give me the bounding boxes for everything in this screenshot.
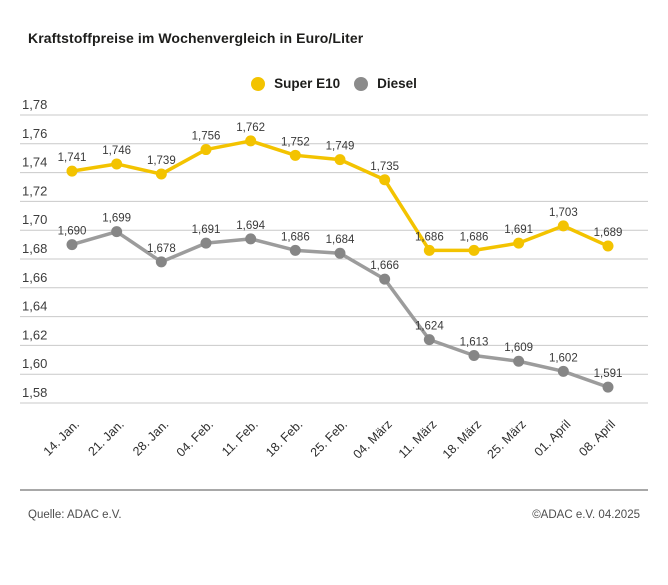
svg-text:1,689: 1,689 <box>594 227 623 239</box>
svg-text:1,739: 1,739 <box>147 155 176 167</box>
svg-text:01. April: 01. April <box>532 417 574 459</box>
chart-title: Kraftstoffpreise im Wochenvergleich in E… <box>28 30 364 46</box>
svg-text:1,62: 1,62 <box>22 327 47 342</box>
svg-text:1,609: 1,609 <box>504 342 533 354</box>
svg-text:1,70: 1,70 <box>22 212 47 227</box>
svg-text:1,66: 1,66 <box>22 270 47 285</box>
chart-legend: Super E10 Diesel <box>0 76 668 91</box>
svg-text:04. Feb.: 04. Feb. <box>174 417 216 459</box>
svg-text:1,746: 1,746 <box>102 145 131 157</box>
svg-text:1,72: 1,72 <box>22 183 47 198</box>
source-note: Quelle: ADAC e.V. <box>28 509 122 521</box>
svg-text:1,64: 1,64 <box>22 299 47 314</box>
svg-text:1,691: 1,691 <box>504 224 533 236</box>
svg-text:1,756: 1,756 <box>192 131 221 143</box>
svg-text:14. Jan.: 14. Jan. <box>41 417 82 458</box>
svg-text:1,591: 1,591 <box>594 368 623 380</box>
svg-text:1,690: 1,690 <box>58 226 87 238</box>
svg-text:28. Jan.: 28. Jan. <box>130 417 171 458</box>
footer-divider <box>20 489 648 491</box>
svg-text:1,76: 1,76 <box>22 126 47 141</box>
svg-text:04. März: 04. März <box>350 417 394 461</box>
svg-text:1,74: 1,74 <box>22 155 47 170</box>
svg-text:1,613: 1,613 <box>460 336 489 348</box>
svg-text:25. Feb.: 25. Feb. <box>308 417 350 459</box>
svg-text:1,762: 1,762 <box>236 122 265 134</box>
svg-text:18. Feb.: 18. Feb. <box>263 417 305 459</box>
svg-text:21. Jan.: 21. Jan. <box>85 417 126 458</box>
svg-text:1,602: 1,602 <box>549 352 578 364</box>
svg-text:1,686: 1,686 <box>415 231 444 243</box>
svg-text:1,684: 1,684 <box>326 234 355 246</box>
legend-label-diesel: Diesel <box>377 76 417 91</box>
svg-text:1,678: 1,678 <box>147 243 176 255</box>
svg-text:1,735: 1,735 <box>370 161 399 173</box>
svg-text:1,666: 1,666 <box>370 260 399 272</box>
svg-text:1,699: 1,699 <box>102 213 131 225</box>
svg-text:1,749: 1,749 <box>326 141 355 153</box>
svg-text:18. März: 18. März <box>440 417 484 461</box>
svg-text:1,624: 1,624 <box>415 321 444 333</box>
legend-item-diesel: Diesel <box>354 76 417 91</box>
legend-item-super-e10: Super E10 <box>251 76 340 91</box>
svg-text:1,691: 1,691 <box>192 224 221 236</box>
legend-label-super-e10: Super E10 <box>274 76 341 91</box>
svg-text:1,686: 1,686 <box>460 231 489 243</box>
copyright-note: ©ADAC e.V. 04.2025 <box>532 509 640 521</box>
svg-text:1,741: 1,741 <box>58 152 87 164</box>
svg-text:1,60: 1,60 <box>22 356 47 371</box>
svg-text:11. März: 11. März <box>396 417 440 461</box>
svg-text:1,694: 1,694 <box>236 220 265 232</box>
svg-text:25. März: 25. März <box>484 417 528 461</box>
svg-text:1,68: 1,68 <box>22 241 47 256</box>
legend-dot-super-e10-icon <box>251 76 266 91</box>
footer: Quelle: ADAC e.V. ©ADAC e.V. 04.2025 <box>28 509 640 521</box>
fuel-price-line-chart: 1,78 1,76 1,74 1,72 1,70 1,68 1,66 1,64 1,62 1,60… <box>20 97 648 462</box>
svg-text:1,752: 1,752 <box>281 136 310 148</box>
svg-text:08. April: 08. April <box>576 417 618 459</box>
svg-text:1,78: 1,78 <box>22 97 47 112</box>
svg-text:11. Feb.: 11. Feb. <box>219 417 261 459</box>
legend-dot-diesel-icon <box>354 76 369 91</box>
svg-text:1,58: 1,58 <box>22 385 47 400</box>
svg-text:1,686: 1,686 <box>281 231 310 243</box>
svg-text:1,703: 1,703 <box>549 207 578 219</box>
